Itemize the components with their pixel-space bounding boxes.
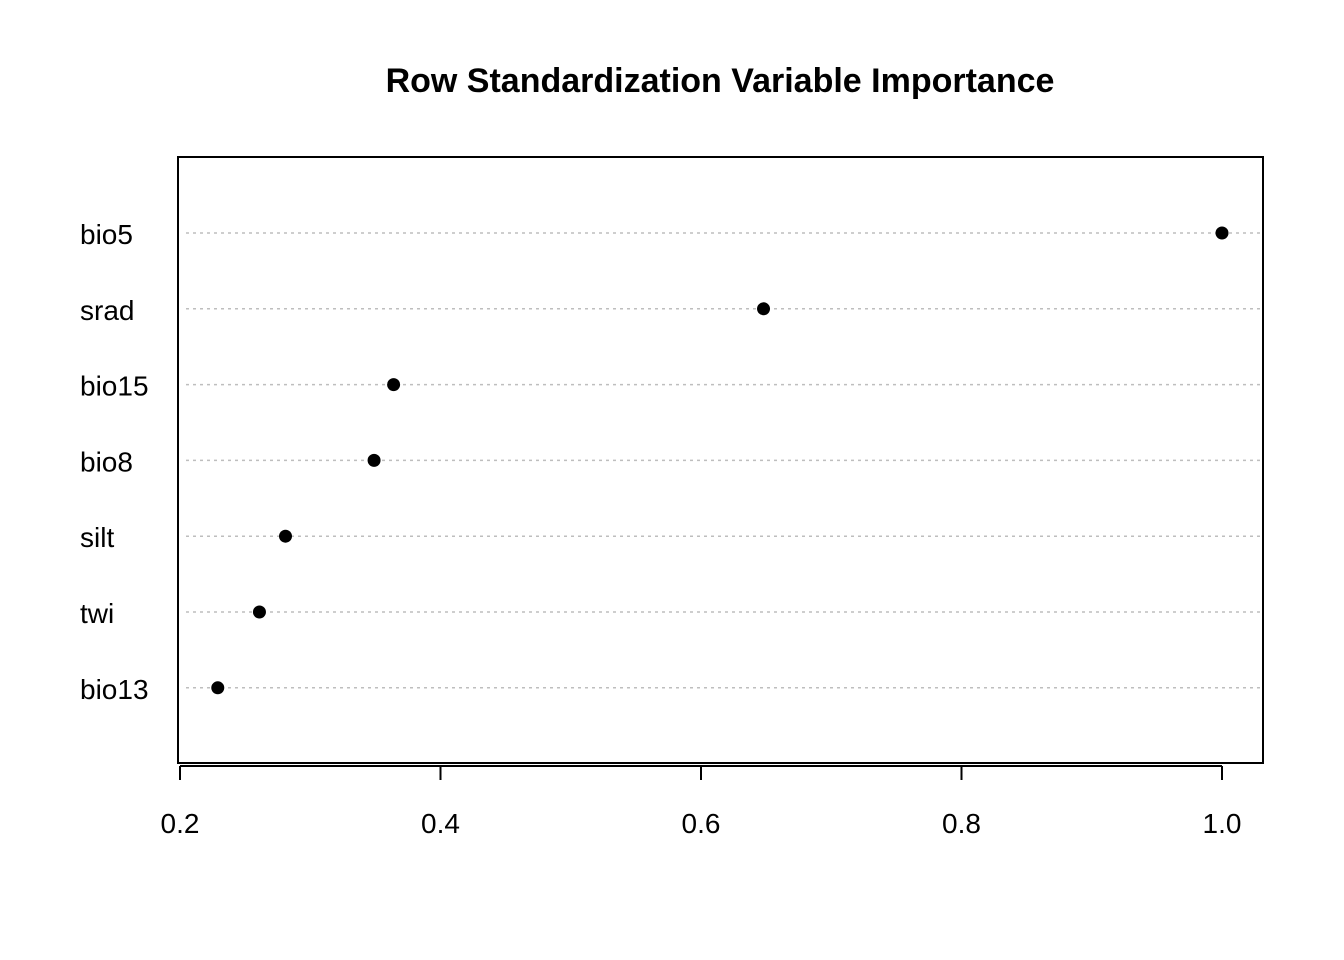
data-point — [1215, 226, 1229, 240]
x-tick-label: 0.6 — [682, 808, 721, 839]
category-label: bio15 — [80, 371, 149, 402]
category-label: twi — [80, 598, 114, 629]
data-point — [211, 681, 225, 695]
chart-title: Row Standardization Variable Importance — [386, 62, 1055, 100]
data-point — [279, 529, 293, 543]
data-points — [211, 226, 1229, 695]
category-label: bio5 — [80, 219, 133, 250]
category-labels: bio5 srad bio15 bio8 silt twi bio13 — [80, 219, 149, 705]
x-tick-label: 1.0 — [1203, 808, 1242, 839]
category-label: bio8 — [80, 446, 133, 477]
x-tick-label: 0.2 — [161, 808, 200, 839]
category-label: srad — [80, 295, 134, 326]
category-label: silt — [80, 522, 114, 553]
x-axis: 0.2 0.4 0.6 0.8 1.0 — [161, 765, 1242, 839]
x-tick-label: 0.8 — [942, 808, 981, 839]
data-point — [367, 453, 381, 467]
category-label: bio13 — [80, 674, 149, 705]
data-point — [757, 302, 771, 316]
x-tick-label: 0.4 — [421, 808, 460, 839]
grid-lines — [186, 232, 1261, 689]
plot-frame — [177, 156, 1264, 764]
data-point — [387, 378, 401, 392]
data-point — [252, 605, 266, 619]
